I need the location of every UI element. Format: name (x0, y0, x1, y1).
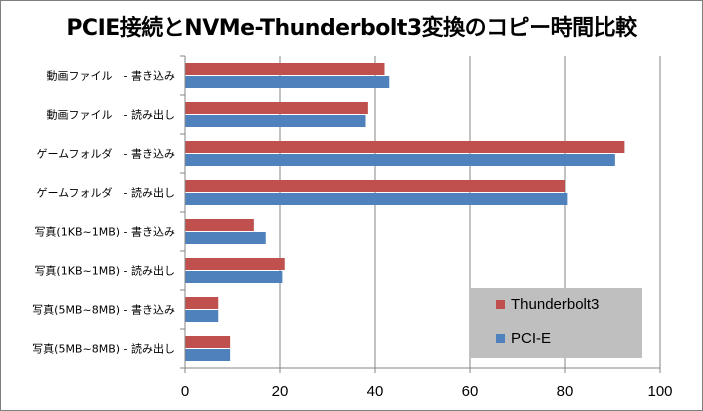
chart-title: PCIE接続とNVMe-Thunderbolt3変換のコピー時間比較 (66, 16, 637, 41)
tick-labels: 0 20 40 60 80 100 (181, 383, 673, 400)
legend: Thunderbolt3 PCI-E (470, 288, 642, 358)
category-label: 動画ファイル - 書き込み (47, 69, 175, 83)
bar-pci-e (185, 271, 283, 283)
legend-label: Thunderbolt3 (511, 296, 600, 313)
bar-pci-e (185, 310, 219, 322)
bar-pci-e (185, 154, 615, 166)
x-tick-label: 100 (647, 383, 672, 400)
x-tick-label: 80 (557, 383, 574, 400)
bar-pci-e (185, 115, 366, 127)
bar-thunderbolt3 (185, 336, 231, 348)
x-tick-label: 0 (181, 383, 189, 400)
category-label: 写真(5MB~8MB) - 読み出し (32, 342, 175, 356)
category-label: ゲームフォルダ - 読み出し (37, 186, 175, 200)
category-label: 写真(1KB~1MB) - 書き込み (34, 225, 175, 239)
category-label: 写真(1KB~1MB) - 読み出し (34, 264, 175, 278)
legend-item-pci-e: PCI-E (496, 330, 551, 347)
bar-pci-e (185, 349, 231, 361)
x-tick-label: 60 (462, 383, 479, 400)
legend-label: PCI-E (511, 330, 552, 347)
bar-thunderbolt3 (185, 219, 254, 231)
bar-thunderbolt3 (185, 258, 285, 270)
legend-swatch-icon (496, 300, 505, 309)
x-tick-label: 40 (367, 383, 384, 400)
category-label: ゲームフォルダ - 書き込み (37, 147, 175, 161)
bar-pci-e (185, 193, 568, 205)
legend-item-thunderbolt3: Thunderbolt3 (496, 296, 599, 313)
bar-thunderbolt3 (185, 141, 625, 153)
bar-thunderbolt3 (185, 180, 565, 192)
legend-swatch-icon (496, 334, 505, 343)
bar-thunderbolt3 (185, 297, 219, 309)
bar-thunderbolt3 (185, 63, 385, 75)
axes (180, 55, 661, 373)
bars (185, 63, 625, 361)
x-tick-label: 20 (272, 383, 289, 400)
bar-thunderbolt3 (185, 102, 368, 114)
category-label: 写真(5MB~8MB) - 書き込み (32, 303, 175, 317)
category-label: 動画ファイル - 読み出し (47, 108, 175, 122)
bar-pci-e (185, 76, 390, 88)
bar-pci-e (185, 232, 266, 244)
